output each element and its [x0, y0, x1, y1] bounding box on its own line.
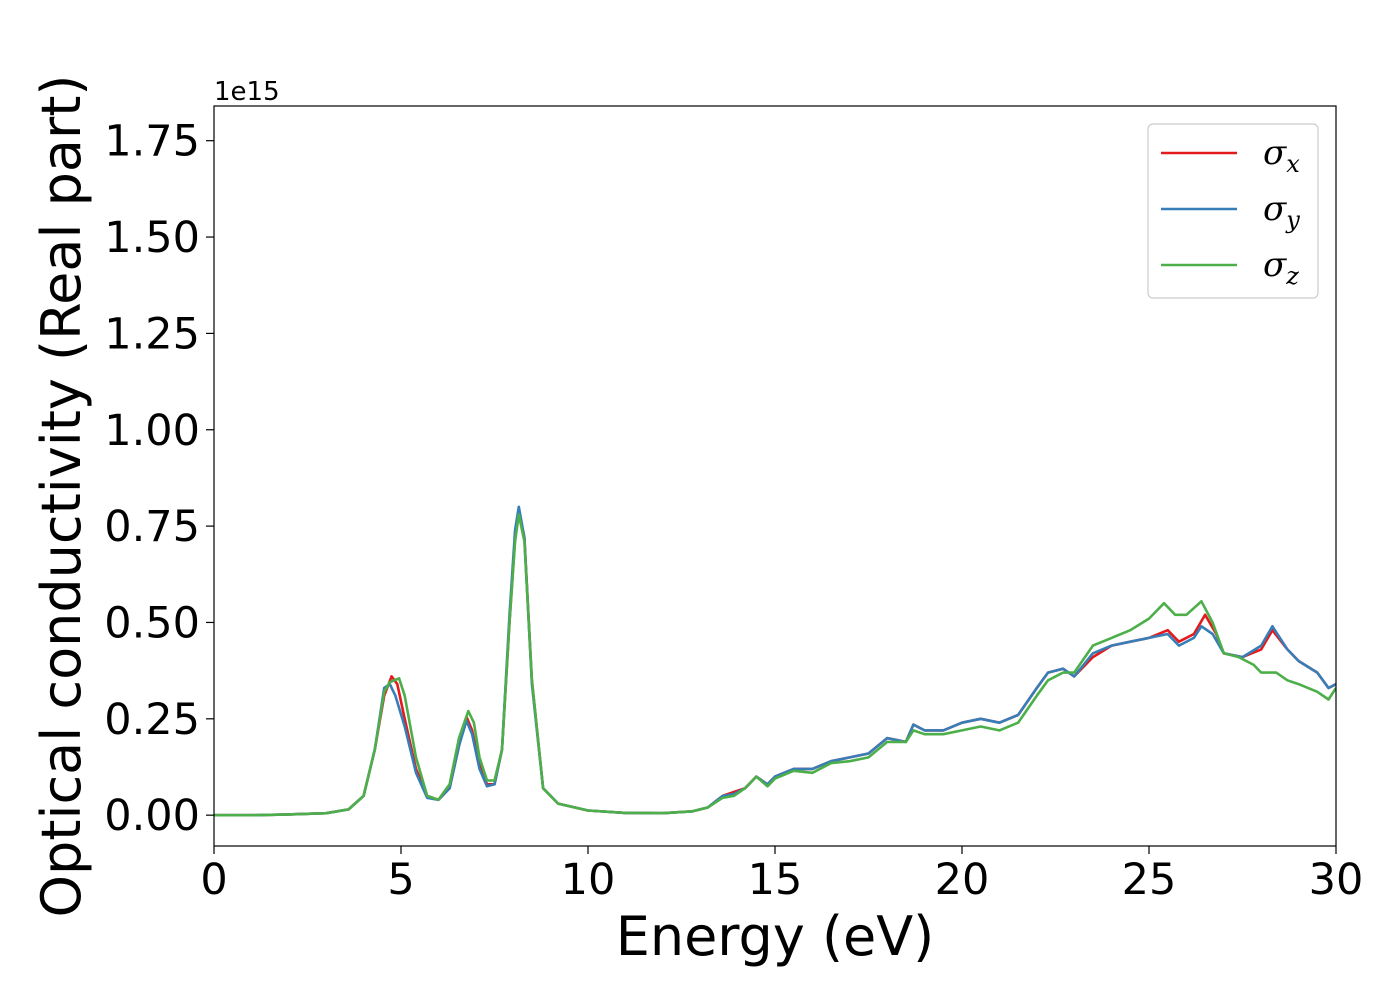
x-tick-label: 10 — [561, 855, 616, 905]
series-line-y — [214, 505, 1336, 817]
y-axis-ticks: 0.00 0.25 0.50 0.75 1.00 1.25 1.50 1.75 — [104, 117, 214, 841]
y-tick-label: 0.50 — [104, 598, 200, 648]
y-tick-label: 1.00 — [104, 406, 200, 456]
y-tick-label: 0.00 — [104, 791, 200, 841]
y-tick-label: 1.75 — [104, 117, 200, 167]
x-tick-label: 20 — [935, 855, 990, 905]
legend-box — [1147, 123, 1319, 299]
x-axis-ticks: 0 5 10 15 20 25 30 — [200, 846, 1363, 905]
y-axis-label: Optical conductivity (Real part) — [30, 75, 93, 918]
legend-label-z: σz — [1263, 245, 1299, 290]
legend: σx σy σz — [1147, 123, 1319, 299]
y-tick-label: 0.25 — [104, 695, 200, 745]
x-tick-label: 15 — [748, 855, 803, 905]
y-axis-offset-label: 1e15 — [214, 77, 280, 107]
y-tick-label: 0.75 — [104, 502, 200, 552]
x-tick-label: 0 — [200, 855, 227, 905]
x-axis-label: Energy (eV) — [616, 905, 935, 968]
y-tick-label: 1.25 — [104, 309, 200, 359]
y-tick-label: 1.50 — [104, 213, 200, 263]
series-lines — [214, 505, 1336, 817]
legend-label-x: σx — [1263, 133, 1300, 178]
x-tick-label: 5 — [387, 855, 414, 905]
x-tick-label: 30 — [1309, 855, 1364, 905]
series-line-z — [214, 513, 1336, 817]
legend-label-y: σy — [1263, 189, 1300, 234]
x-tick-label: 25 — [1122, 855, 1177, 905]
series-line-x — [214, 509, 1336, 817]
